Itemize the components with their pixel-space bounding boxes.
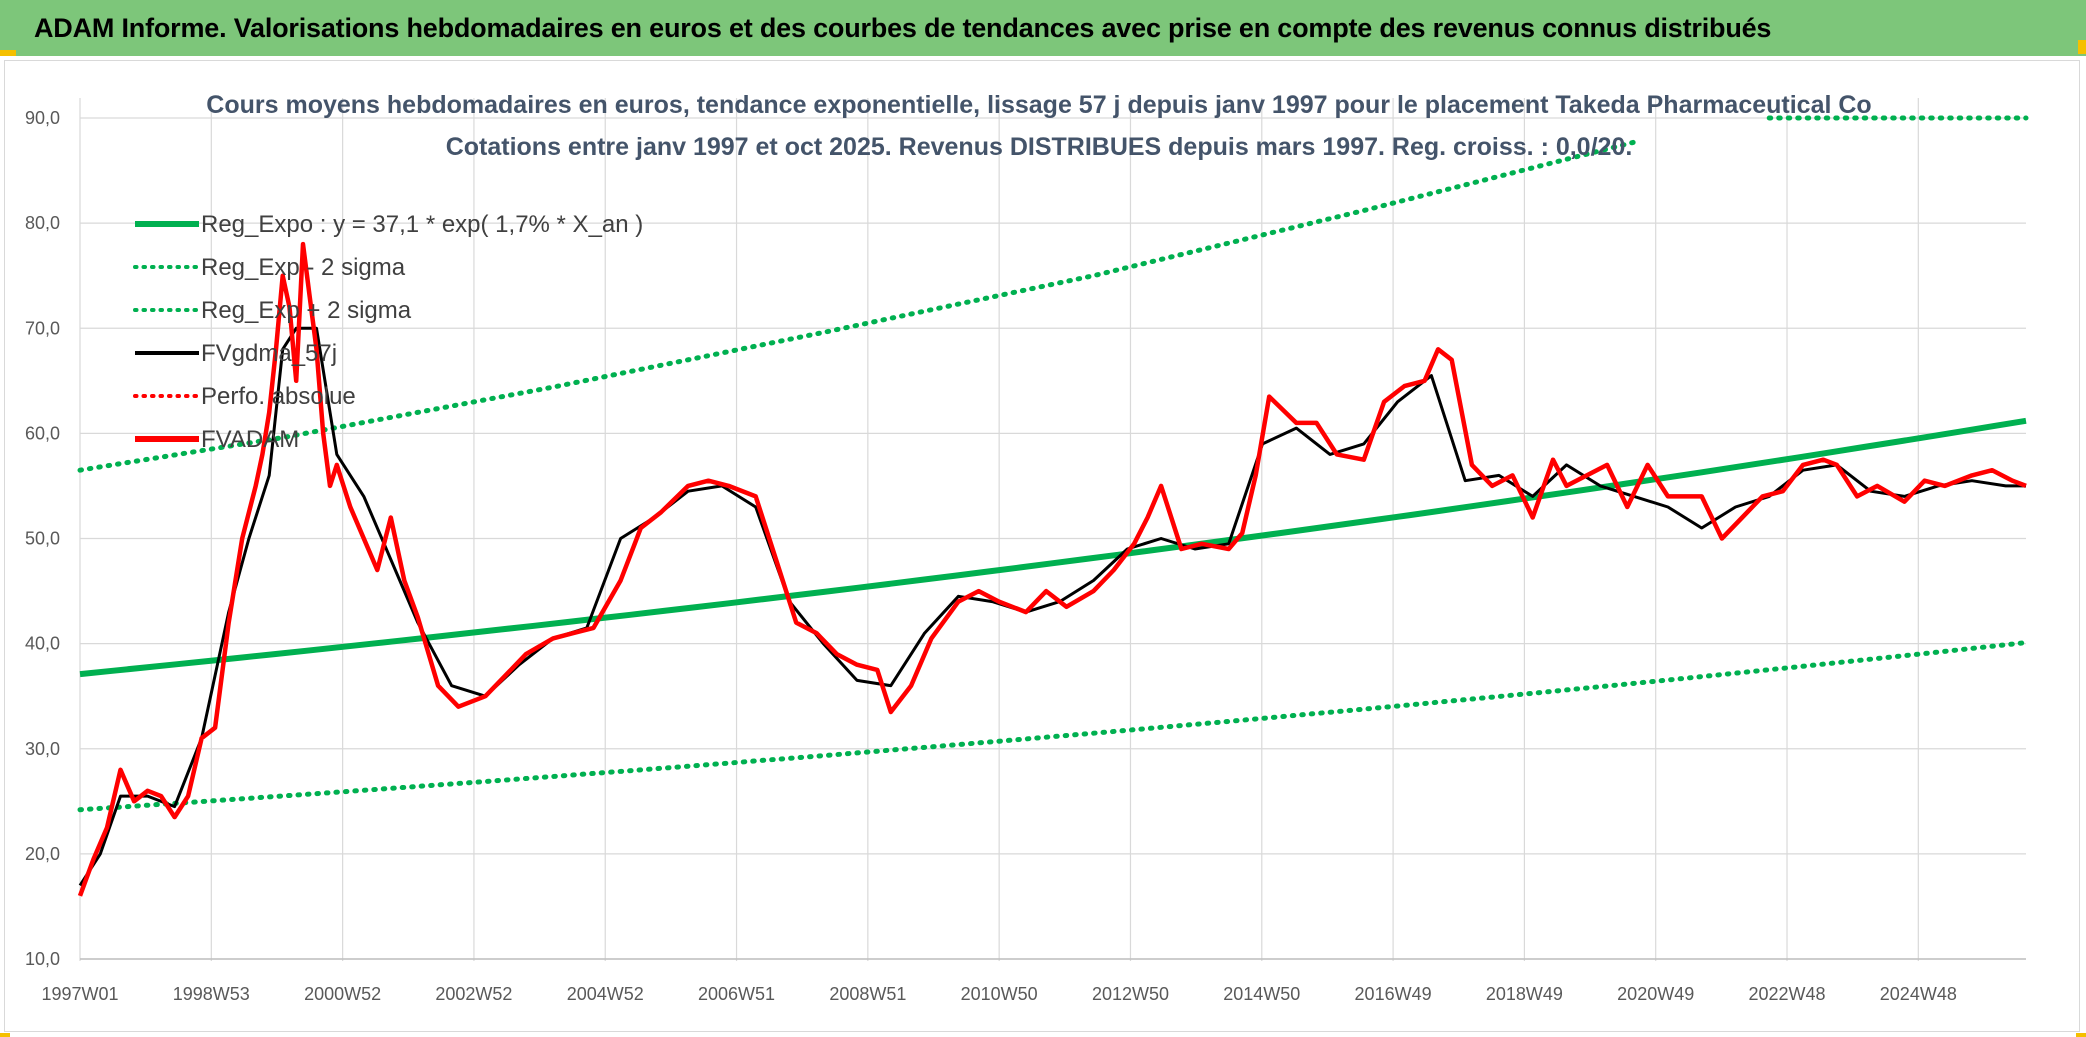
- x-tick-label: 2002W52: [435, 984, 512, 1004]
- header-bar: ADAM Informe. Valorisations hebdomadaire…: [0, 0, 2086, 56]
- y-tick-label: 80,0: [25, 213, 60, 233]
- legend-label: Perfo. absolue: [201, 383, 356, 410]
- x-tick-label: 2020W49: [1617, 984, 1694, 1004]
- legend-label: Reg_Exp - 2 sigma: [201, 254, 406, 281]
- series-line-fvgdma-57j: [78, 326, 2026, 887]
- y-tick-label: 40,0: [25, 634, 60, 654]
- x-tick-label: 2006W51: [698, 984, 775, 1004]
- x-tick-label: 1998W53: [173, 984, 250, 1004]
- bottom-left-accent: [0, 1033, 10, 1037]
- series-line-reg-expo: [79, 417, 2027, 678]
- y-tick-label: 30,0: [25, 739, 60, 759]
- chart-title: Cours moyens hebdomadaires en euros, ten…: [206, 91, 1871, 119]
- series-lines: [77, 115, 2029, 897]
- series-line-reg-exp-2-sigma: [77, 640, 2029, 813]
- legend-label: FVgdma_57j: [201, 340, 337, 367]
- y-axis-ticks: 10,0 20,0 30,0 40,0 50,0 60,0 70,0 80,0 90,0: [25, 108, 60, 969]
- left-corner-accent: [0, 50, 16, 56]
- legend-label: FVADAM: [201, 426, 299, 453]
- right-corner-accent: [2078, 40, 2086, 54]
- x-tick-label: 2004W52: [567, 984, 644, 1004]
- x-tick-label: 2012W50: [1092, 984, 1169, 1004]
- legend-label: Reg_Expo : y = 37,1 * exp( 1,7% * X_an ): [201, 211, 643, 238]
- y-tick-label: 20,0: [25, 844, 60, 864]
- series-line-reg-exp-2-sigma: [77, 115, 2029, 473]
- y-tick-label: 10,0: [25, 949, 60, 969]
- chart-area: [4, 60, 2080, 1032]
- legend-label: Reg_Exp + 2 sigma: [201, 297, 412, 324]
- x-tick-label: 1997W01: [41, 984, 118, 1004]
- y-tick-label: 60,0: [25, 423, 60, 443]
- page-title: ADAM Informe. Valorisations hebdomadaire…: [34, 12, 1772, 43]
- x-tick-label: 2010W50: [961, 984, 1038, 1004]
- series-line-fvadam: [77, 241, 2027, 897]
- x-tick-label: 2008W51: [829, 984, 906, 1004]
- chart-subtitle: Cotations entre janv 1997 et oct 2025. R…: [446, 133, 1633, 161]
- grid-lines: [79, 98, 2026, 961]
- x-tick-label: 2018W49: [1486, 984, 1563, 1004]
- chart-legend: Reg_Expo : y = 37,1 * exp( 1,7% * X_an )…: [133, 211, 643, 453]
- y-tick-label: 90,0: [25, 108, 60, 128]
- x-tick-label: 2022W48: [1748, 984, 1825, 1004]
- bottom-right-accent: [2076, 1033, 2086, 1037]
- x-tick-label: 2016W49: [1355, 984, 1432, 1004]
- x-tick-label: 2024W48: [1880, 984, 1957, 1004]
- x-tick-label: 2000W52: [304, 984, 381, 1004]
- y-tick-label: 50,0: [25, 529, 60, 549]
- x-axis-ticks: 1997W01 1998W53 2000W52 2002W52 2004W52 2006W…: [41, 984, 1956, 1004]
- x-tick-label: 2014W50: [1223, 984, 1300, 1004]
- y-tick-label: 70,0: [25, 318, 60, 338]
